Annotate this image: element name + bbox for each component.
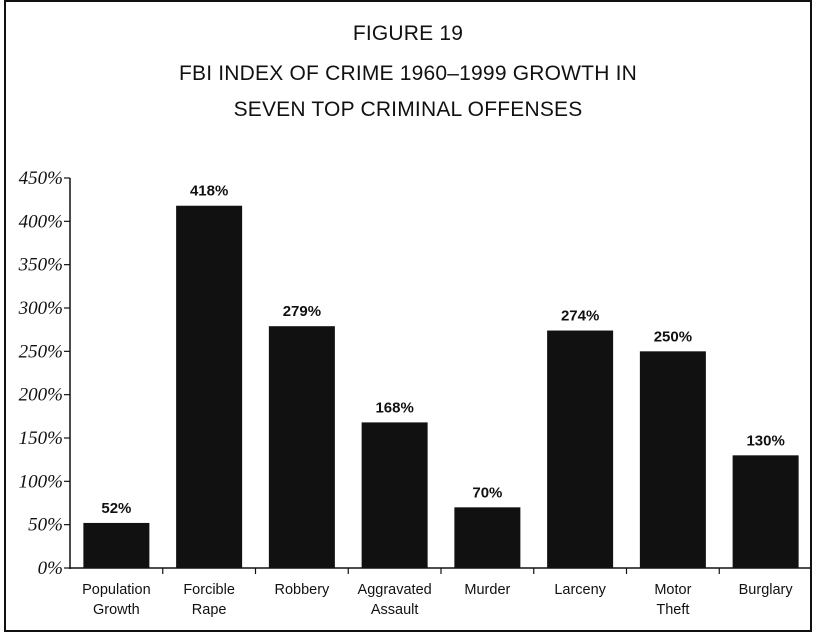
chart-labels: 52% Population Growth 418% Forcible Rape 279% R… — [82, 183, 793, 618]
category-label: Motor — [654, 582, 691, 598]
category-label: Growth — [93, 602, 140, 618]
y-tick-label: 250% — [19, 341, 63, 362]
value-label: 250% — [654, 328, 692, 345]
value-label: 130% — [746, 432, 784, 449]
y-tick-label: 150% — [19, 428, 63, 449]
figure-label: FIGURE 19 — [352, 22, 464, 45]
chart-title-line-2: SEVEN TOP CRIMINAL OFFENSES — [233, 98, 583, 121]
bar — [361, 422, 428, 568]
category-label: Burglary — [739, 582, 794, 598]
category-label: Murder — [464, 582, 510, 598]
value-label: 70% — [472, 484, 502, 501]
y-tick-label: 300% — [18, 298, 63, 319]
bar — [268, 326, 335, 568]
category-label: Assault — [371, 602, 419, 618]
category-label: Rape — [192, 602, 227, 618]
value-label: 279% — [283, 303, 321, 320]
bar — [176, 205, 243, 568]
y-tick-label: 350% — [18, 255, 63, 276]
chart-title-line-1: FBI INDEX OF CRIME 1960–1999 GROWTH IN — [178, 62, 638, 85]
y-tick-label: 100% — [19, 471, 63, 492]
y-tick-label: 450% — [19, 168, 63, 189]
bar — [454, 507, 521, 568]
bar — [547, 330, 614, 568]
value-label: 418% — [190, 183, 228, 200]
y-tick-label: 400% — [19, 211, 63, 232]
category-label: Aggravated — [358, 582, 432, 598]
y-tick-label: 50% — [28, 515, 63, 536]
bar — [639, 351, 706, 568]
bar — [732, 455, 799, 568]
value-label: 274% — [561, 308, 599, 325]
category-label: Population — [82, 582, 151, 598]
bar — [83, 522, 150, 568]
y-tick-label: 0% — [38, 558, 63, 579]
category-label: Theft — [656, 602, 689, 618]
category-label: Robbery — [274, 582, 330, 598]
category-label: Forcible — [183, 582, 235, 598]
y-tick-label: 200% — [19, 385, 63, 406]
value-label: 168% — [375, 399, 413, 416]
value-label: 52% — [101, 500, 131, 517]
chart-bars — [83, 205, 799, 568]
category-label: Larceny — [554, 582, 606, 598]
